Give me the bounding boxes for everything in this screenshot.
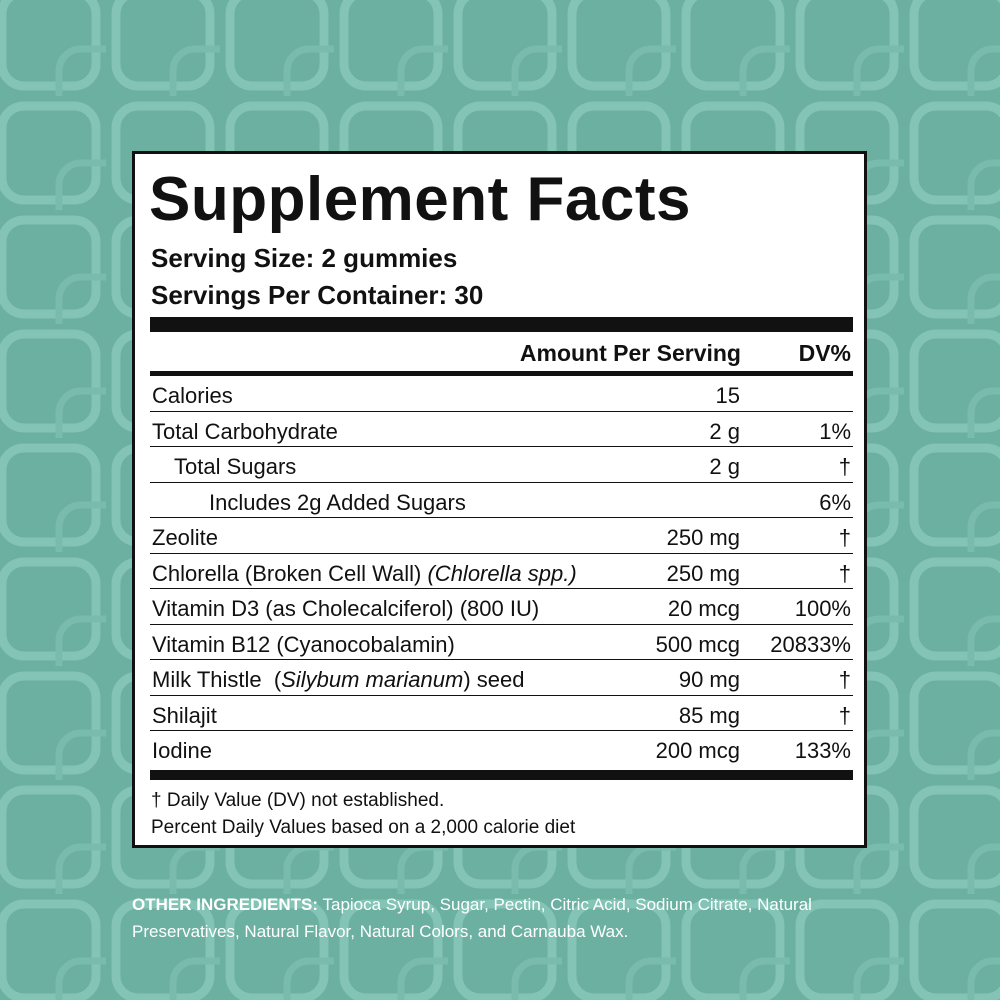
nutrient-name: Calories [152, 383, 233, 408]
name-part: Chlorella (Broken Cell Wall) [152, 560, 428, 586]
facts-panel: Supplement Facts Serving Size: 2 gummies… [132, 151, 867, 848]
medium-rule [150, 371, 853, 376]
nutrient-row: Vitamin D3 (as Cholecalciferol) (800 IU)… [150, 589, 853, 625]
daily-value: † [838, 667, 851, 692]
amount: 85 mg [678, 702, 740, 728]
nutrient-name: Shilajit [152, 702, 217, 728]
nutrient-row: Chlorella (Broken Cell Wall) (Chlorella … [150, 554, 853, 589]
nutrient-name: Total Carbohydrate [152, 418, 338, 444]
name-part: ) seed [463, 667, 525, 692]
name-part: (Chlorella spp.) [427, 560, 577, 586]
nutrient-name: Zeolite [152, 525, 219, 550]
amount: 500 mcg [655, 631, 740, 657]
nutrient-name: Vitamin D3 (as Cholecalciferol) (800 IU) [152, 596, 540, 621]
nutrient-row: Iodine 200 mcg 133% [150, 731, 853, 767]
nutrient-row: Calories 15 [150, 376, 853, 412]
nutrient-rows: Calories 15 Total Carbohydrate 2 g 1% Total S… [150, 376, 853, 767]
serving-size: Serving Size: 2 gummies [151, 243, 458, 273]
servings-per-container: Servings Per Container: 30 [151, 280, 484, 310]
nutrient-name: Chlorella (Broken Cell Wall) (Chlorella … [152, 561, 577, 587]
daily-value: † [838, 454, 851, 479]
nutrient-name: Total Sugars [174, 454, 297, 479]
daily-value: 20833% [770, 631, 851, 657]
thick-rule [150, 317, 853, 332]
nutrient-name: Vitamin B12 (Cyanocobalamin) [152, 631, 455, 657]
amount: 250 mg [666, 525, 740, 550]
other-ingredients-heading: OTHER INGREDIENTS: [132, 895, 319, 914]
daily-value: † [838, 525, 851, 550]
nutrient-row: Shilajit 85 mg † [150, 696, 853, 731]
daily-value: 6% [819, 489, 851, 515]
dv-header: DV% [798, 340, 851, 366]
other-ingredients: OTHER INGREDIENTS: Tapioca Syrup, Sugar,… [132, 891, 892, 945]
nutrient-name: Includes 2g Added Sugars [209, 489, 466, 515]
name-part: Silybum marianum [281, 667, 464, 692]
footnote: † Daily Value (DV) not established. [151, 790, 445, 811]
daily-value: † [838, 560, 851, 586]
daily-value: † [838, 702, 851, 728]
amount: 20 mcg [667, 596, 740, 621]
nutrient-row: Vitamin B12 (Cyanocobalamin) 500 mcg 20833… [150, 625, 853, 660]
amount-header: Amount Per Serving [519, 340, 741, 366]
title: Supplement Facts [149, 165, 691, 234]
daily-value: 1% [819, 418, 851, 444]
nutrient-row: Includes 2g Added Sugars 6% [150, 483, 853, 518]
nutrient-row: Zeolite 250 mg † [150, 518, 853, 554]
thick-rule [150, 770, 853, 780]
nutrient-name: Iodine [152, 738, 212, 763]
amount: 250 mg [666, 560, 740, 586]
footnote: Percent Daily Values based on a 2,000 ca… [151, 817, 576, 838]
nutrient-row: Milk Thistle (Silybum marianum) seed 90 m… [150, 660, 853, 696]
daily-value: 133% [794, 738, 851, 763]
amount: 2 g [709, 418, 740, 444]
name-part: Milk Thistle ( [152, 667, 282, 692]
nutrient-row: Total Sugars 2 g † [150, 447, 853, 483]
other-ingredients-text: Tapioca Syrup, Sugar, Pectin, Citric Aci… [132, 895, 812, 941]
amount: 200 mcg [655, 738, 740, 763]
amount: 2 g [709, 454, 740, 479]
amount: 90 mg [678, 667, 740, 692]
amount: 15 [715, 383, 740, 408]
nutrient-name: Milk Thistle (Silybum marianum) seed [152, 667, 525, 693]
daily-value: 100% [794, 596, 851, 621]
nutrient-row: Total Carbohydrate 2 g 1% [150, 412, 853, 447]
